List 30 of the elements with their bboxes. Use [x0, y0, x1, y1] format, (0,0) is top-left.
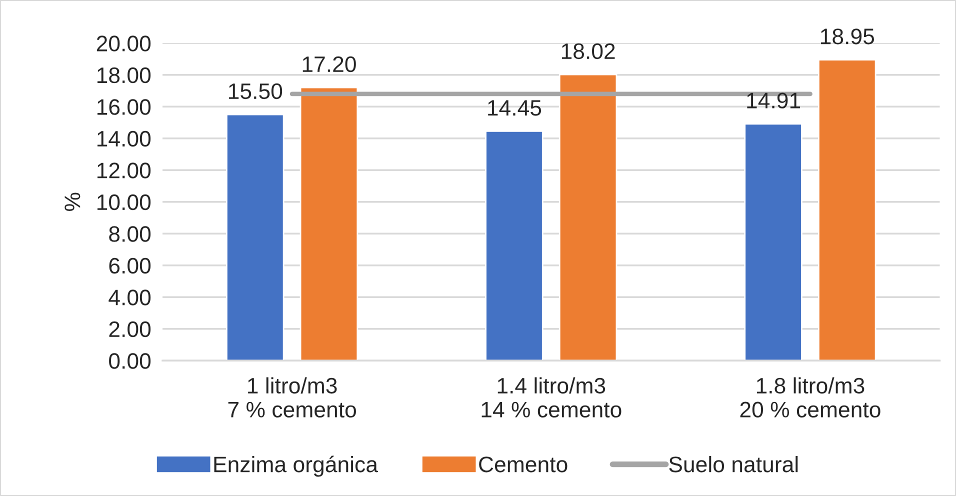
- data-label: 18.95: [821, 28, 874, 44]
- y-tick-label: 14.00: [98, 130, 151, 147]
- y-tick-label: 16.00: [98, 99, 151, 115]
- x-tick-label: 1 litro/m3 7 % cemento: [228, 377, 356, 418]
- y-tick-label: 2.00: [109, 321, 151, 338]
- y-tick-label: 20.00: [96, 36, 151, 52]
- bar: [818, 59, 876, 361]
- y-tick-label: 0.00: [109, 353, 151, 369]
- data-label: 18.02: [562, 43, 615, 60]
- x-tick-label: 1.4 litro/m3 14 % cemento: [482, 377, 622, 418]
- legend-label: Enzima orgánica: [214, 456, 378, 477]
- x-tick-label: 1.8 litro/m3 20 % cemento: [740, 377, 880, 418]
- y-tick-label: 6.00: [109, 258, 151, 274]
- y-tick-label: 4.00: [108, 290, 151, 306]
- bar: [744, 123, 802, 361]
- y-tick-label: 8.00: [109, 226, 151, 242]
- data-label: 17.20: [302, 56, 356, 72]
- bar: [226, 114, 284, 361]
- bar: [558, 74, 618, 361]
- bar: [485, 130, 544, 361]
- legend-label: Cemento: [479, 456, 568, 472]
- data-label: 14.45: [488, 100, 542, 116]
- y-tick-label: 18.00: [98, 67, 151, 84]
- y-axis-title: %: [64, 192, 80, 211]
- y-tick-label: 12.00: [98, 162, 151, 178]
- legend-label: Suelo natural: [669, 456, 798, 472]
- data-label: 15.50: [229, 83, 282, 100]
- y-tick-label: 10.00: [98, 194, 151, 210]
- bar: [300, 86, 358, 361]
- data-label: 14.91: [747, 92, 800, 108]
